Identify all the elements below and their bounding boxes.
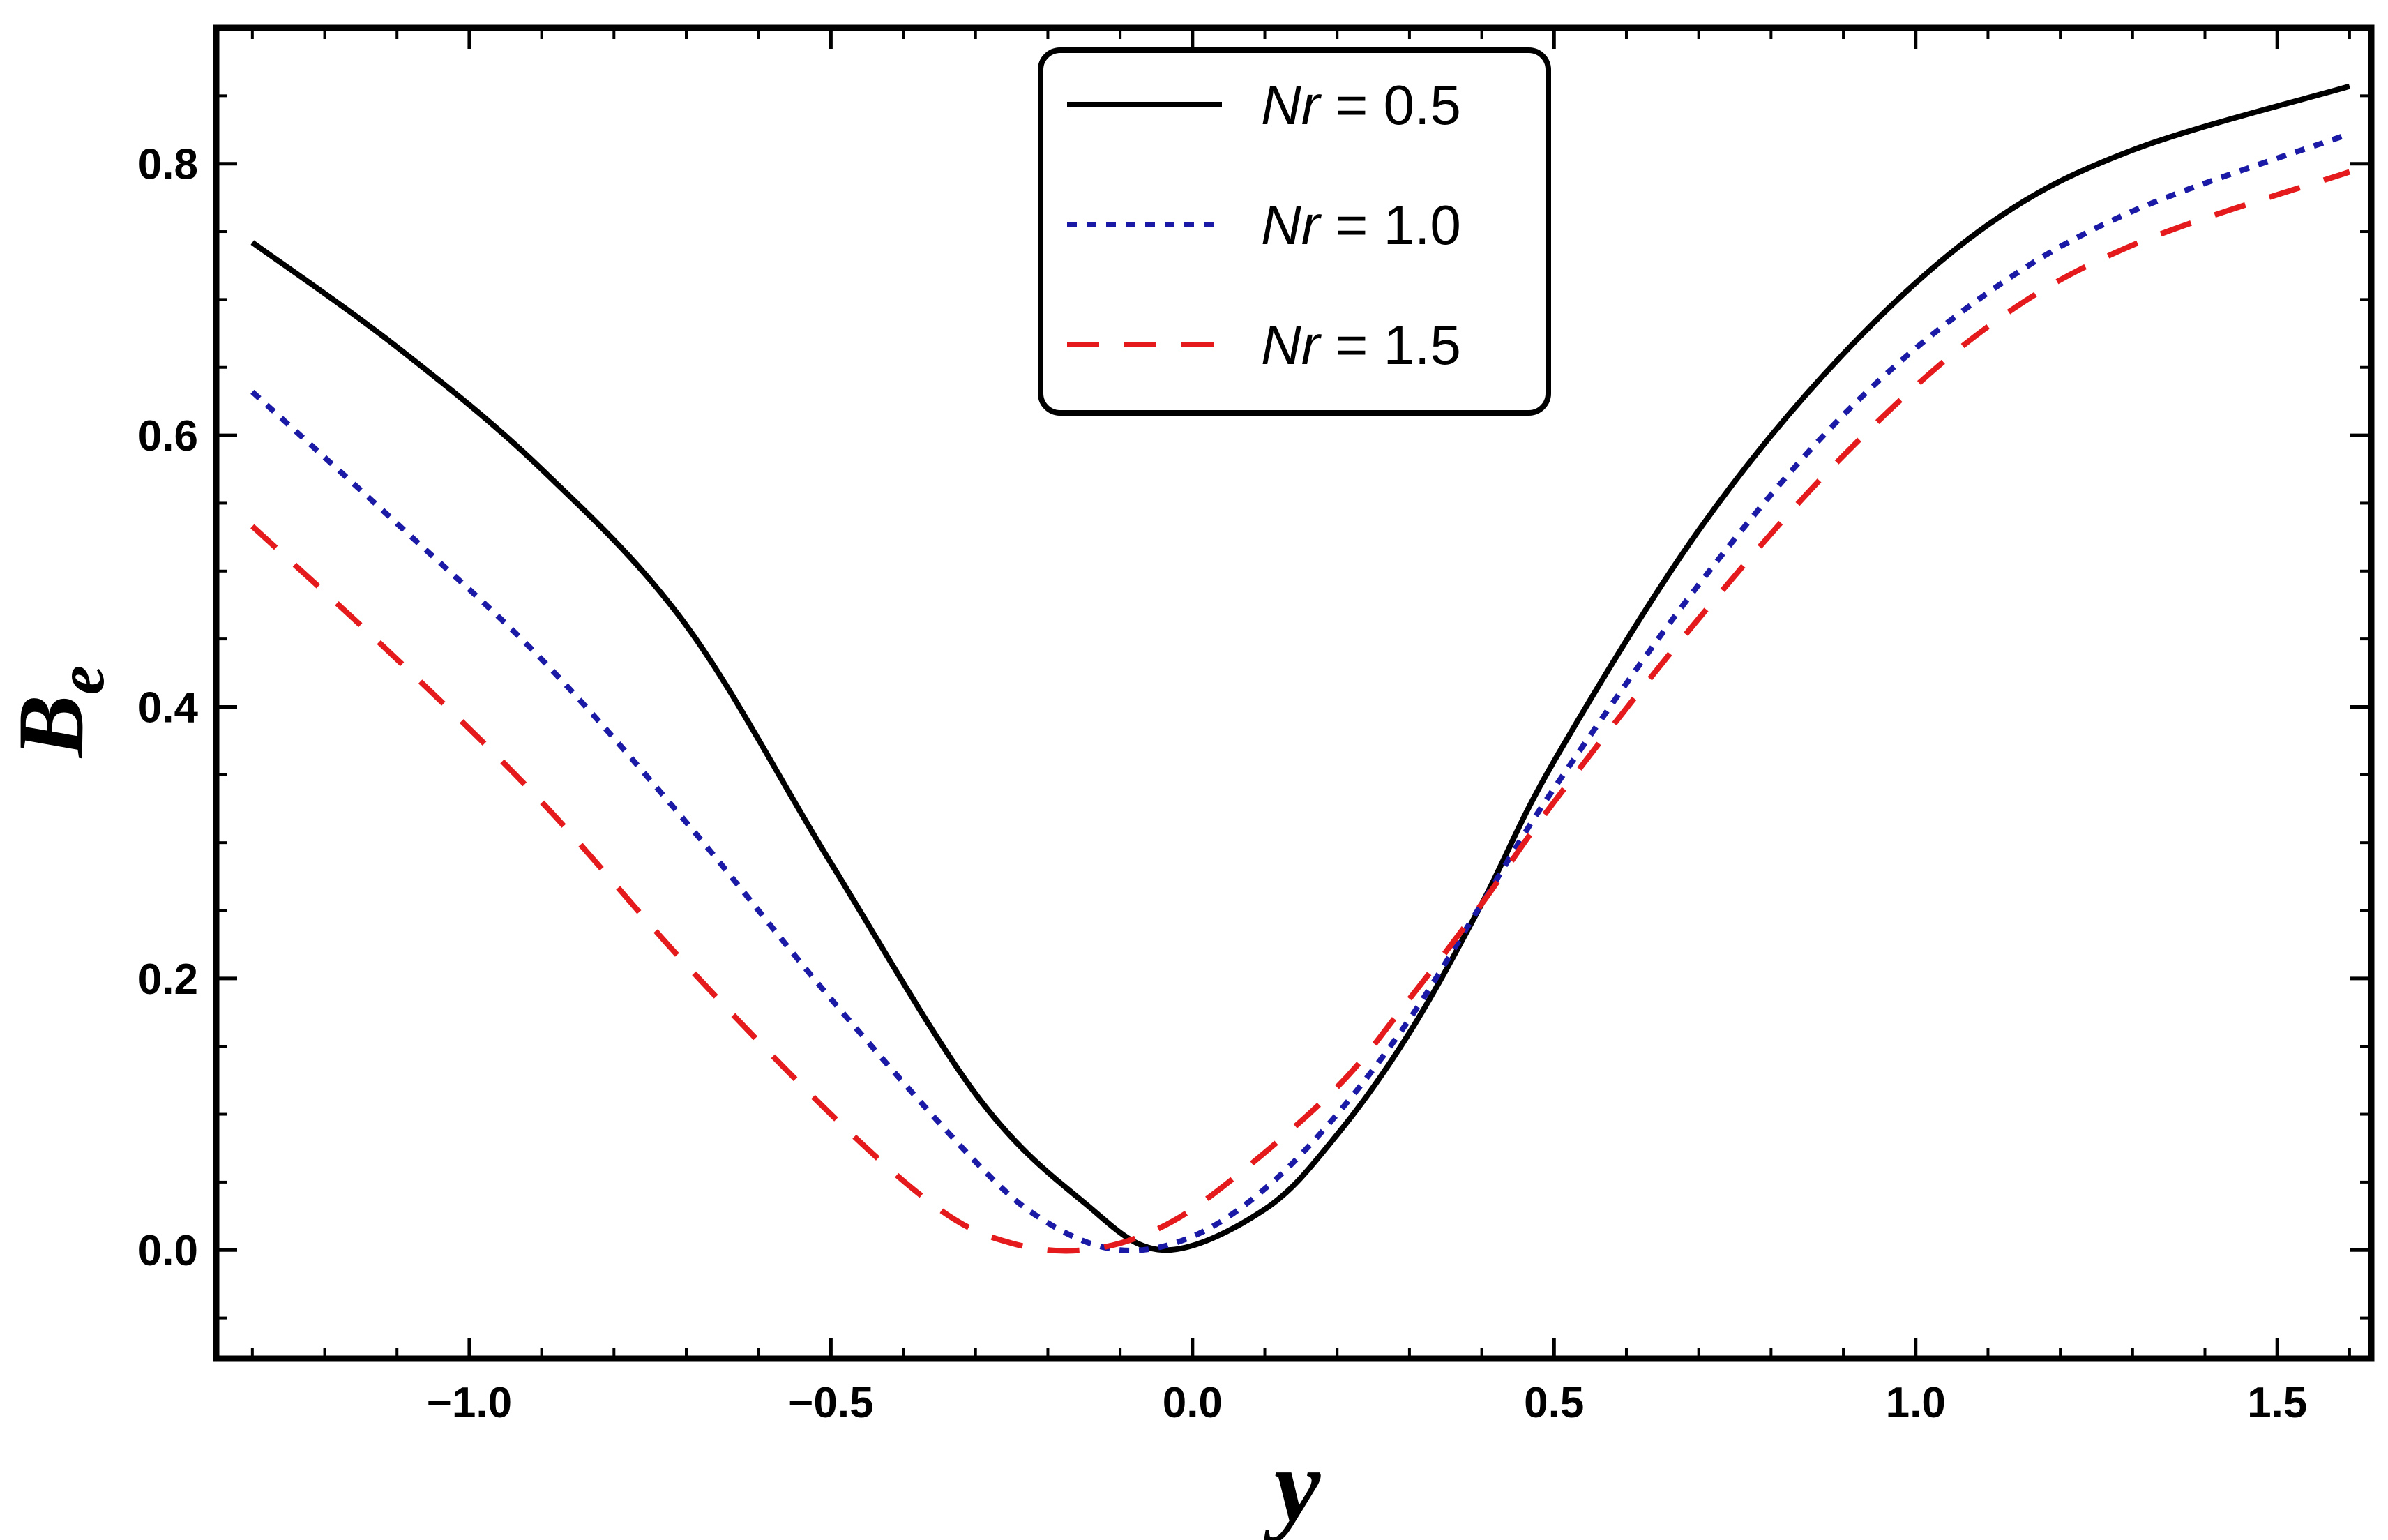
y-axis-title: Be — [0, 665, 118, 759]
x-tick-label: 1.0 — [1886, 1379, 1946, 1427]
legend: Nr = 0.5 Nr = 1.0 Nr = 1.5 — [1038, 47, 1551, 416]
legend-box — [1038, 47, 1551, 416]
x-tick-label: 0.0 — [1163, 1379, 1223, 1427]
x-tick-label: 1.5 — [2247, 1379, 2307, 1427]
series-line-2 — [250, 131, 2351, 1253]
series-lines — [250, 83, 2351, 1254]
tick-labels: −1.0 −0.5 0.0 0.5 1.0 1.5 0.0 0.2 0.4 0.6 0.8 — [138, 141, 2308, 1427]
y-tick-label: 0.6 — [138, 412, 198, 460]
y-tick-label: 0.4 — [138, 684, 199, 732]
legend-label-2: Nr = 1.0 — [1261, 194, 1461, 256]
y-tick-label: 0.2 — [138, 956, 198, 1004]
y-axis-title-main: B — [0, 695, 103, 759]
series-line-1 — [250, 83, 2351, 1253]
x-tick-label: −0.5 — [788, 1379, 873, 1427]
series-line-3 — [250, 169, 2351, 1254]
plot-frame — [213, 24, 2375, 1362]
y-axis-title-subscript: e — [44, 665, 118, 695]
y-tick-label: 0.8 — [138, 141, 198, 189]
svg-text:Be: Be — [0, 665, 118, 759]
legend-label-1: Nr = 0.5 — [1261, 74, 1461, 136]
x-tick-label: 0.5 — [1524, 1379, 1584, 1427]
legend-label-3: Nr = 1.5 — [1261, 314, 1461, 376]
x-tick-label: −1.0 — [427, 1379, 512, 1427]
y-tick-label: 0.0 — [138, 1227, 198, 1275]
